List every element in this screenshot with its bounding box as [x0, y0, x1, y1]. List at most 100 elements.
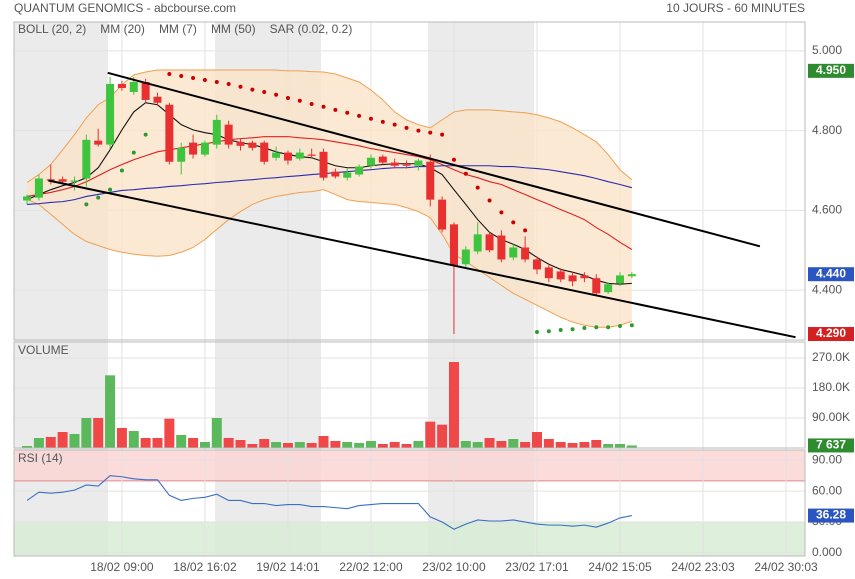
candle-body: [615, 275, 624, 284]
candle-body: [248, 142, 257, 148]
candle-body: [627, 274, 636, 277]
volume-bar: [448, 362, 459, 448]
x-tick-label: 23/02 17:01: [505, 560, 569, 574]
sar-dot: [582, 326, 587, 331]
sar-dot: [321, 104, 326, 109]
candle-body: [461, 249, 470, 265]
candle-body: [295, 152, 304, 159]
candle-body: [212, 119, 221, 145]
sar-dot: [167, 72, 172, 77]
sar-dot: [534, 330, 539, 335]
volume-bar: [128, 431, 139, 448]
legend-entry: SAR (0.02, 0.2): [270, 22, 353, 36]
volume-bar: [330, 441, 341, 448]
sar-dot: [523, 228, 528, 233]
candle-body: [592, 278, 601, 294]
sar-dot: [131, 150, 136, 155]
x-tick-label: 22/02 12:00: [339, 560, 403, 574]
volume-bar: [247, 444, 258, 448]
candle-body: [23, 196, 32, 201]
sar-dot: [191, 76, 196, 81]
sar-dot: [499, 210, 504, 215]
volume-bar: [365, 441, 376, 448]
indicator-line: [26, 102, 632, 285]
sar-dot: [202, 78, 207, 83]
y-tick-label: 0.000: [812, 545, 842, 559]
y-tick-label: 5.000: [812, 43, 842, 57]
volume-bar: [306, 443, 317, 448]
sar-dot: [179, 74, 184, 79]
volume-bar: [508, 439, 519, 448]
volume-bar: [496, 441, 507, 448]
candle-body: [177, 147, 186, 162]
candle-body: [473, 234, 482, 252]
sar-dot: [214, 80, 219, 85]
trendline: [107, 71, 761, 248]
volume-bar: [93, 418, 104, 448]
sar-dot: [380, 119, 385, 124]
volume-bar: [460, 441, 471, 448]
volume-bar: [437, 424, 448, 448]
candle-body: [390, 162, 399, 166]
legend-entry: MM (50): [211, 22, 256, 36]
candle-body: [426, 161, 435, 200]
value-label: 7 637: [816, 438, 846, 452]
candle-body: [343, 172, 352, 178]
x-tick-label: 18/02 16:02: [173, 560, 237, 574]
y-tick-label: 90.00: [812, 452, 842, 466]
sar-dot: [345, 110, 350, 115]
candle-body: [532, 259, 541, 270]
volume-bar: [271, 442, 282, 448]
volume-bar: [69, 434, 80, 448]
sar-dot: [487, 198, 492, 203]
candle-body: [224, 124, 233, 145]
sar-dot: [606, 325, 611, 330]
rsi-line: [26, 475, 632, 530]
indicator-line: [27, 165, 633, 205]
volume-bar: [342, 442, 353, 448]
price-label-box: [808, 63, 854, 78]
volume-bar: [377, 444, 388, 448]
volume-bar: [484, 438, 495, 448]
y-tick-label: 180.0K: [812, 380, 850, 394]
volume-bar: [531, 432, 542, 448]
panel-title: VOLUME: [18, 343, 69, 357]
volume-bar: [603, 444, 614, 448]
candle-body: [153, 96, 162, 103]
candle-body: [568, 275, 577, 282]
sar-dot: [108, 187, 113, 192]
trendline: [48, 179, 796, 339]
y-tick-label: 4.800: [812, 123, 842, 137]
overbought-zone: [14, 450, 805, 481]
volume-bar: [401, 444, 412, 448]
candle-body: [94, 140, 103, 145]
candle-body: [497, 235, 506, 260]
sar-dot: [309, 101, 314, 106]
sar-dot: [226, 82, 231, 87]
sar-dot: [463, 171, 468, 176]
panel-border: [13, 21, 806, 341]
sar-dot: [143, 132, 148, 137]
volume-bar: [413, 441, 424, 448]
legend-entry: MM (7): [159, 22, 197, 36]
volume-bar: [45, 437, 56, 448]
candle-body: [82, 139, 91, 179]
candle-body: [414, 160, 423, 166]
volume-bar: [176, 435, 187, 448]
legend-entry: MM (20): [100, 22, 145, 36]
volume-bar: [140, 438, 151, 448]
candle-body: [283, 152, 292, 161]
panel-border: [13, 449, 806, 557]
sar-dot: [392, 122, 397, 127]
candle-body: [331, 171, 340, 177]
volume-bar: [105, 375, 116, 448]
x-tick-label: 24/02 30:03: [754, 560, 818, 574]
sar-dot: [570, 327, 575, 332]
candle-body: [200, 142, 209, 155]
chart-subtitle: 10 JOURS - 60 MINUTES: [666, 1, 805, 15]
volume-bar: [282, 443, 293, 448]
volume-bar: [318, 436, 329, 448]
candle-body: [307, 154, 316, 156]
